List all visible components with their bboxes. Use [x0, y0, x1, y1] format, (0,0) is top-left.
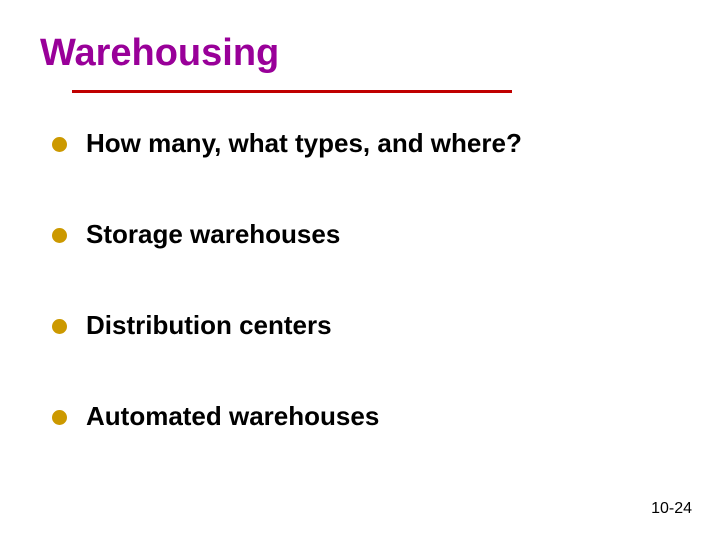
bullet-text: Automated warehouses	[86, 401, 379, 431]
bullet-icon	[52, 228, 67, 243]
bullet-item: Automated warehouses	[52, 401, 522, 432]
bullet-item: How many, what types, and where?	[52, 128, 522, 159]
slide-number: 10-24	[651, 500, 692, 518]
bullet-list: How many, what types, and where? Storage…	[52, 128, 522, 492]
bullet-text: Storage warehouses	[86, 219, 340, 249]
bullet-text: How many, what types, and where?	[86, 128, 522, 158]
bullet-text: Distribution centers	[86, 310, 332, 340]
bullet-item: Distribution centers	[52, 310, 522, 341]
bullet-item: Storage warehouses	[52, 219, 522, 250]
bullet-icon	[52, 137, 67, 152]
slide-title: Warehousing	[40, 32, 279, 75]
bullet-icon	[52, 410, 67, 425]
bullet-icon	[52, 319, 67, 334]
title-underline	[72, 90, 512, 93]
